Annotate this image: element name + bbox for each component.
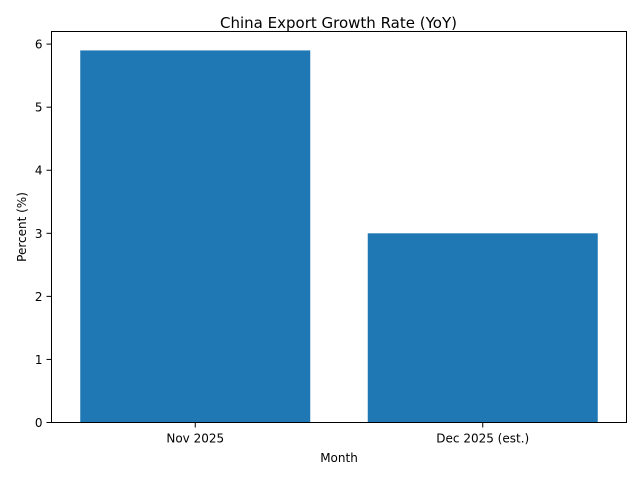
y-axis-ticks: 0 1 2 3 4 5 6 xyxy=(35,38,52,430)
y-tick-label: 5 xyxy=(35,101,43,115)
y-axis-label: Percent (%) xyxy=(15,192,29,262)
plot-area-frame xyxy=(51,31,627,423)
y-tick-label: 4 xyxy=(35,164,43,178)
x-axis-ticks: Nov 2025 Dec 2025 (est.) xyxy=(166,422,529,446)
y-tick-label: 3 xyxy=(35,227,43,241)
y-tick-label: 1 xyxy=(35,353,43,367)
x-tick-label: Dec 2025 (est.) xyxy=(436,432,529,446)
bar xyxy=(367,233,598,423)
bars-layer xyxy=(80,50,598,423)
x-tick-label: Nov 2025 xyxy=(166,432,224,446)
x-axis-label: Month xyxy=(320,451,358,465)
y-tick-label: 6 xyxy=(35,38,43,52)
y-tick-label: 2 xyxy=(35,290,43,304)
bar xyxy=(80,50,311,423)
y-tick-label: 0 xyxy=(35,416,43,430)
chart-title: China Export Growth Rate (YoY) xyxy=(220,14,457,32)
